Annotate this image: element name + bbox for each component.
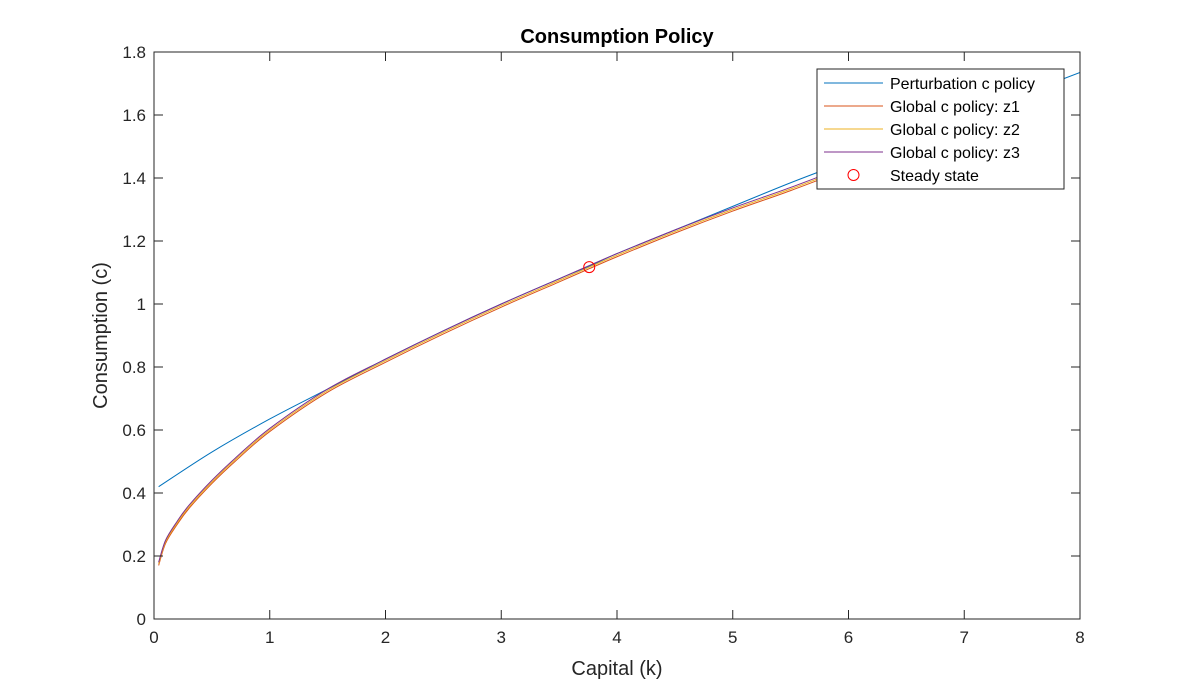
y-axis-label: Consumption (c) [90,262,112,409]
x-axis-label: Capital (k) [571,658,662,680]
y-tick-label: 0.8 [122,358,146,377]
x-tick-label: 4 [612,628,621,647]
legend-label: Steady state [890,168,979,185]
x-tick-label: 7 [960,628,969,647]
y-tick-label: 1.8 [122,43,146,62]
plot-frame [153,51,1081,620]
y-tick-label: 0.2 [122,547,146,566]
y-tick-label: 1 [137,295,146,314]
x-tick-label: 3 [497,628,506,647]
x-tick-label: 8 [1075,628,1084,647]
legend-label: Global c policy: z1 [890,99,1020,116]
x-tick-label: 1 [265,628,274,647]
y-tick-label: 0.6 [122,421,146,440]
marker-layer [583,261,596,274]
legend-label: Perturbation c policy [890,76,1035,93]
series-line-4 [158,164,849,563]
steady-state-marker [583,261,596,274]
legend-label: Global c policy: z2 [890,122,1020,139]
legend: Perturbation c policy Global c policy: z1… [816,68,1065,190]
y-tick-label: 1.4 [122,169,146,188]
y-tick-label: 1.6 [122,106,146,125]
y-tick-label: 0 [137,610,146,629]
x-tick-label: 0 [149,628,158,647]
x-tick-label: 6 [844,628,853,647]
y-tick-label: 0.4 [122,484,146,503]
series-line-3 [158,166,849,565]
legend-swatch [847,169,860,181]
chart-title: Consumption Policy [520,26,714,48]
x-tick-label: 2 [381,628,390,647]
x-tick-label: 5 [728,628,737,647]
series-line-2 [158,168,849,566]
legend-label: Global c policy: z3 [890,145,1020,162]
y-tick-label: 1.2 [122,232,146,251]
